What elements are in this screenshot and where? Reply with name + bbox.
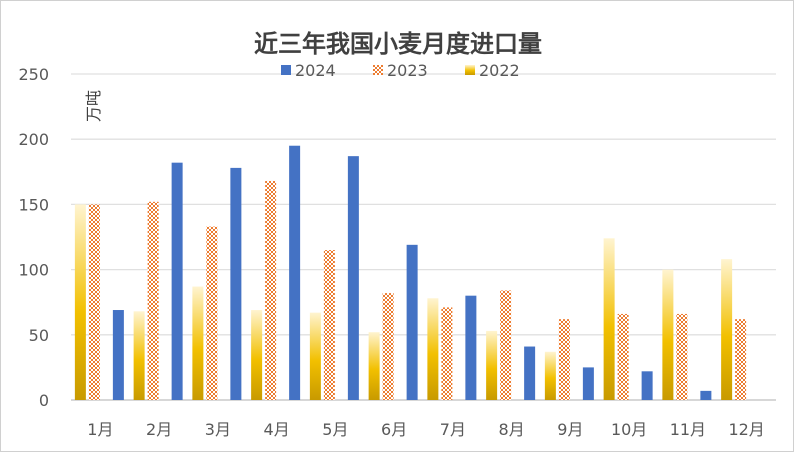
bar-2024-10月: [641, 371, 653, 400]
bar-2022-7月: [427, 298, 439, 400]
bar-2022-5月: [309, 312, 321, 400]
x-tick-label: 12月: [728, 420, 764, 439]
bar-2022-9月: [544, 351, 556, 400]
x-tick-label: 8月: [499, 420, 525, 439]
bar-2024-3月: [230, 167, 242, 400]
bar-2022-12月: [721, 259, 733, 400]
x-tick-label: 11月: [670, 420, 706, 439]
x-tick-label: 6月: [381, 420, 407, 439]
x-tick-label: 2月: [146, 420, 172, 439]
x-tick-label: 7月: [440, 420, 466, 439]
bar-2024-1月: [112, 310, 124, 400]
bar-2023-4月: [265, 180, 277, 400]
x-tick-label: 4月: [264, 420, 290, 439]
bar-2023-10月: [617, 313, 629, 400]
bar-2023-2月: [147, 201, 159, 400]
bar-2023-12月: [735, 319, 747, 400]
legend-swatch-2023: [373, 65, 383, 75]
y-tick-label: 200: [18, 130, 49, 149]
bar-2022-6月: [368, 332, 380, 400]
bar-2023-1月: [88, 204, 100, 400]
y-tick-label: 0: [39, 391, 49, 410]
bar-2023-6月: [382, 293, 394, 400]
bar-2023-5月: [323, 250, 335, 400]
bar-2022-3月: [192, 286, 204, 400]
bar-2024-8月: [524, 346, 536, 400]
y-tick-label: 100: [18, 261, 49, 280]
bar-2023-11月: [676, 313, 688, 400]
y-axis-label: 万吨: [84, 90, 103, 122]
bar-2022-2月: [133, 311, 145, 400]
x-tick-label: 3月: [205, 420, 231, 439]
legend-label-2023: 2023: [387, 61, 428, 80]
bar-2022-10月: [603, 238, 615, 400]
bar-2024-9月: [582, 367, 594, 400]
x-tick-label: 10月: [611, 420, 647, 439]
bar-2023-7月: [441, 307, 453, 400]
legend-swatch-2022: [465, 65, 475, 75]
bar-2022-4月: [251, 310, 263, 400]
legend-swatch-2024: [281, 65, 291, 75]
bar-2024-7月: [465, 295, 477, 400]
bar-2022-8月: [486, 330, 498, 400]
y-tick-label: 250: [18, 65, 49, 84]
bar-2024-11月: [700, 390, 712, 400]
x-tick-label: 1月: [87, 420, 113, 439]
chart-title: 近三年我国小麦月度进口量: [254, 30, 542, 58]
bar-2024-5月: [347, 156, 359, 400]
y-tick-label: 50: [29, 326, 49, 345]
x-tick-label: 5月: [322, 420, 348, 439]
bar-2024-4月: [289, 145, 301, 400]
bar-2024-2月: [171, 162, 183, 400]
bar-2023-3月: [206, 226, 218, 400]
bar-2023-9月: [558, 319, 570, 400]
bar-2023-8月: [500, 290, 512, 400]
bar-2022-11月: [662, 269, 674, 400]
y-tick-label: 150: [18, 195, 49, 214]
x-tick-label: 9月: [557, 420, 583, 439]
legend-label-2024: 2024: [295, 61, 336, 80]
legend-label-2022: 2022: [479, 61, 520, 80]
bar-2024-6月: [406, 244, 418, 400]
bar-2022-1月: [74, 204, 86, 400]
